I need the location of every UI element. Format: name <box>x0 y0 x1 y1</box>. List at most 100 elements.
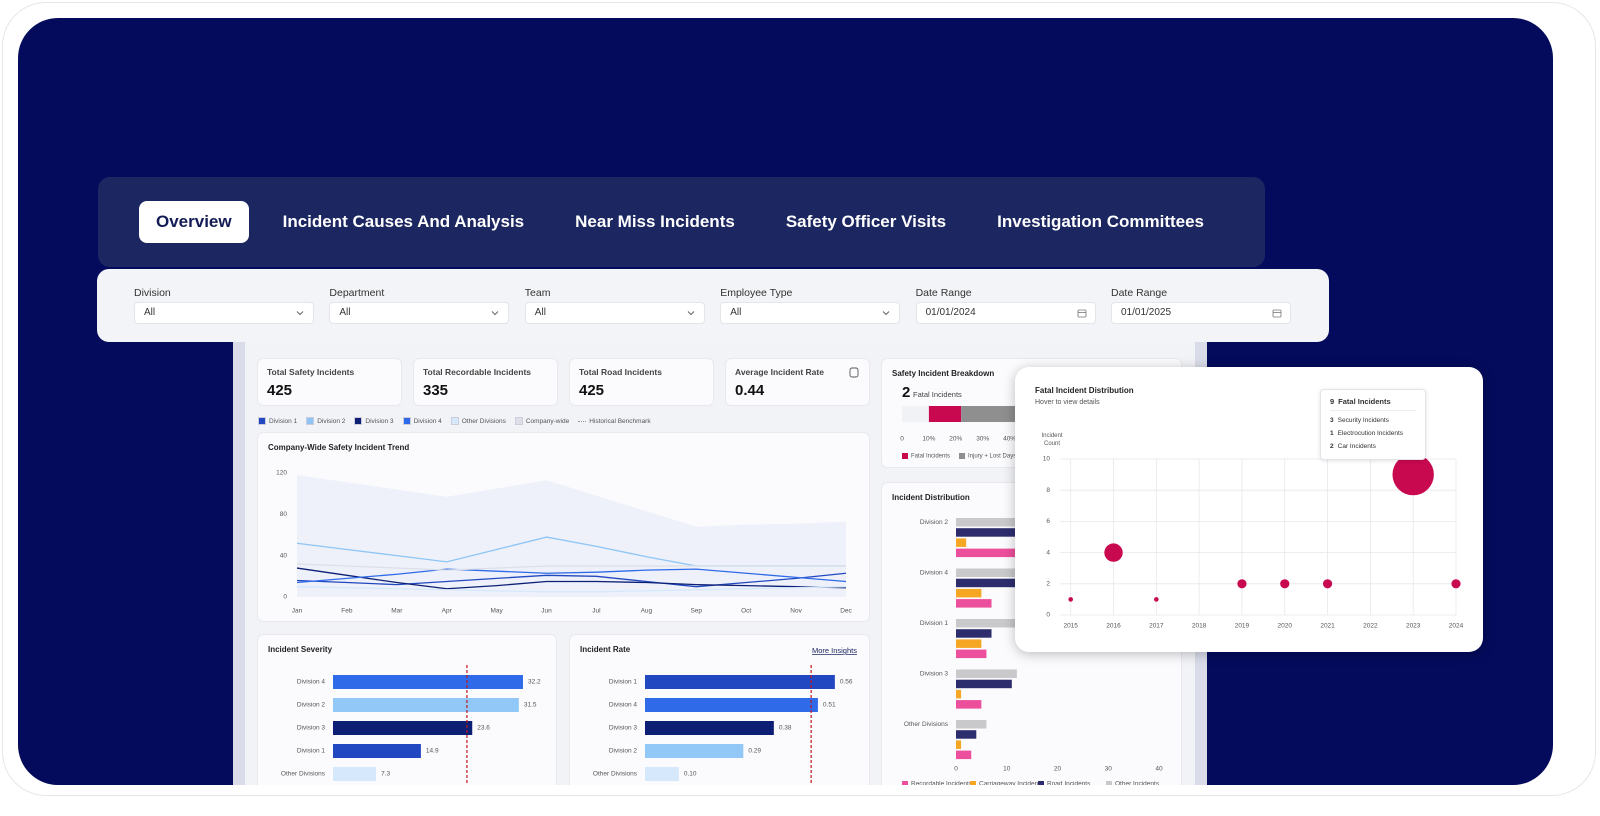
value-label: 0.56 <box>840 679 853 686</box>
point <box>1280 579 1290 589</box>
y-tick-label: Other Divisions <box>904 721 949 728</box>
filter-value: 01/01/2025 <box>1121 307 1172 318</box>
bar <box>956 538 967 547</box>
line <box>296 563 846 571</box>
y-tick-label: 40 <box>280 552 288 559</box>
tooltip-label: Car Incidents <box>1337 443 1376 450</box>
filter-icon <box>687 311 695 316</box>
tab[interactable]: Near Miss Incidents <box>575 212 735 231</box>
legend-swatch <box>902 453 908 459</box>
x-tick-label: 40% <box>1003 436 1016 443</box>
kpi-label: Average Incident Rate <box>735 367 824 377</box>
x-tick-label: Jan <box>292 608 303 615</box>
chart: Incident Distribution Division 2 Division … <box>892 493 1163 785</box>
x-tick-label: Sep <box>690 608 702 615</box>
y-tick-label: Division 3 <box>297 725 326 732</box>
y-tick-label: Division 2 <box>920 519 949 526</box>
tab[interactable]: Safety Officer Visits <box>785 212 947 231</box>
filter-label: Department <box>329 287 385 299</box>
x-tick-label: Nov <box>790 608 802 615</box>
x-tick-label: 40 <box>1155 766 1163 773</box>
chart-title: Incident Severity <box>268 645 333 654</box>
chart: Company-Wide Safety Incident Trend 0 40 80 1… <box>268 443 853 615</box>
legend: Division 1 Division 2 Division 3 Division 4… <box>258 417 651 425</box>
kpi-value: 335 <box>423 382 449 399</box>
tooltip-value: 1 <box>1330 430 1334 437</box>
bar <box>956 700 982 709</box>
line <box>296 567 847 590</box>
filter-label: Division <box>134 287 171 299</box>
bar <box>956 518 1038 527</box>
tab-active[interactable]: Overview <box>139 201 249 243</box>
x-tick-label: 0 <box>900 436 904 443</box>
headline-value: 2 <box>902 384 910 401</box>
filter-select[interactable]: 01/01/2025 <box>1111 302 1291 324</box>
line <box>296 568 847 584</box>
legend-swatch <box>1106 781 1112 785</box>
y-tick-label: Other Divisions <box>593 771 638 778</box>
chart-subtitle: Hover to view details <box>1035 399 1100 406</box>
filter-value: All <box>534 307 546 318</box>
kpi-card: Total Recordable Incidents 335 <box>413 358 558 406</box>
legend-label: Division 2 <box>317 417 346 425</box>
tooltip: 9 Fatal Incidents 3 Security Incidents 1 Elec… <box>1320 389 1426 460</box>
tooltip-value: 3 <box>1330 417 1334 424</box>
calendar <box>1272 309 1282 318</box>
kpi-card: Total Safety Incidents 425 <box>257 358 402 406</box>
y-tick-label: 120 <box>276 470 287 477</box>
bar <box>956 689 962 699</box>
kpi-label: Total Road Incidents <box>579 367 662 377</box>
filter-value: All <box>144 307 156 318</box>
chart-title: Fatal Incident Distribution <box>1035 386 1134 395</box>
kpi-card: Average Incident Rate 0.44 <box>725 358 870 406</box>
y-tick-label: Division 4 <box>920 569 949 576</box>
y-axis-label: Incident Count <box>1041 433 1063 447</box>
filter-select[interactable]: 01/01/2024 <box>915 302 1096 324</box>
tooltip-value: 2 <box>1330 443 1334 450</box>
filter-value: All <box>730 307 742 318</box>
legend-swatch <box>450 417 459 425</box>
calendar <box>1077 309 1086 318</box>
tooltip-row: 2 Car Incidents <box>1330 440 1416 453</box>
link[interactable]: More Insights <box>812 646 857 655</box>
bar <box>956 669 1017 678</box>
bar-segment <box>928 406 962 422</box>
y-tick-label: Division 1 <box>609 679 638 686</box>
tooltip-label: Electrocution Incidents <box>1337 430 1404 437</box>
legend-label: Division 1 <box>269 417 298 425</box>
bar-segment <box>902 406 929 422</box>
x-tick-label: Jun <box>541 608 552 615</box>
tab[interactable]: Investigation Committees <box>997 212 1205 231</box>
chart-title: Incident Distribution <box>892 493 970 502</box>
chevron <box>296 311 304 316</box>
y-tick-label: Division 2 <box>297 702 326 709</box>
filter-icon <box>296 311 304 316</box>
tab[interactable]: Incident Causes And Analysis <box>282 212 525 231</box>
legend-item: Division 1 <box>258 417 297 425</box>
legend-item: Division 2 <box>306 417 345 425</box>
chevron <box>882 311 890 316</box>
y-tick-label: 0 <box>283 594 287 601</box>
x-tick-label: May <box>490 608 503 615</box>
filter-select[interactable]: All <box>524 302 705 324</box>
y-tick-label: 8 <box>1046 487 1050 494</box>
legend-item: Division 3 <box>354 417 394 425</box>
chart: Incident Severity Division 4 32.2 Division … <box>268 645 541 785</box>
legend-swatch <box>514 417 523 425</box>
value-label: 0.51 <box>823 702 836 709</box>
value-label: 32.2 <box>528 679 541 686</box>
filter-select[interactable]: All <box>720 302 901 324</box>
bar <box>956 548 1017 558</box>
value-label: 0.29 <box>748 748 761 755</box>
kpi-icon <box>849 367 859 378</box>
legend-item: Historical Benchmark <box>578 417 651 425</box>
filter-icon <box>882 311 890 316</box>
filter-select[interactable]: All <box>134 302 314 324</box>
legend-label: Road Incidents <box>1047 781 1091 785</box>
legend-label: Company-wide <box>525 417 570 425</box>
filter-select[interactable]: All <box>329 302 510 324</box>
value-label: 0.10 <box>684 771 697 778</box>
y-tick-label: 80 <box>280 511 288 518</box>
chart: Incident Rate More Insights Division 1 0.56… <box>580 645 857 785</box>
